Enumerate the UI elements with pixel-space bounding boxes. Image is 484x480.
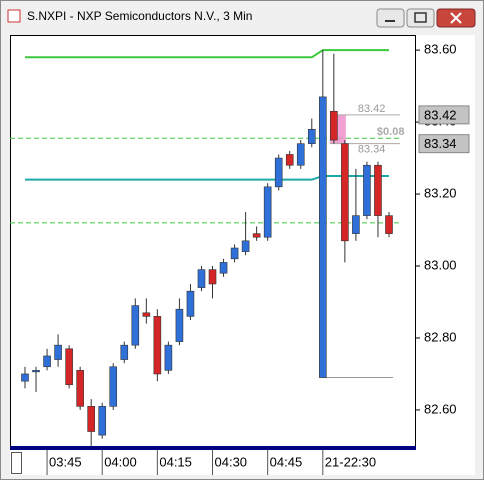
candle-body: [87, 406, 95, 432]
candle-body: [341, 143, 349, 242]
x-tick-label: 04:15: [159, 454, 192, 469]
candle-body: [76, 370, 84, 407]
app-icon: [7, 9, 21, 23]
candle-body: [186, 290, 195, 317]
price-flag-label: 83.34: [424, 136, 457, 151]
candle-body: [307, 128, 316, 144]
price-flag: [418, 134, 470, 154]
candle-body: [363, 164, 371, 216]
candle-body: [241, 240, 250, 252]
candle-body: [65, 348, 73, 386]
x-tick-label: 04:30: [215, 454, 248, 469]
candle-body: [219, 262, 228, 274]
candle-body: [120, 344, 129, 360]
x-tick-label: 03:45: [49, 454, 82, 469]
time-axis-bar: [10, 446, 416, 450]
minimize-button[interactable]: [376, 8, 405, 28]
window-buttons[interactable]: [376, 8, 476, 28]
candle-body: [109, 366, 118, 407]
y-tick-label: 83.60: [424, 42, 457, 57]
candle-body: [285, 154, 294, 166]
measure-label: 83.42: [358, 103, 386, 115]
price-flag: [418, 105, 470, 125]
candle-body: [197, 269, 206, 288]
candle-body: [32, 370, 40, 373]
y-tick-label: 82.60: [424, 401, 457, 416]
candle-body: [142, 312, 151, 317]
candle-body: [330, 110, 338, 141]
x-tick-label: 21-22:30: [325, 454, 376, 469]
candle-body: [352, 215, 360, 234]
candle-body: [385, 215, 393, 234]
maximize-button[interactable]: [406, 8, 435, 28]
candle-body: [43, 355, 51, 368]
y-tick-label: 83.00: [424, 257, 457, 272]
plot-area: [10, 35, 416, 448]
candle-body: [175, 308, 184, 342]
candle-body: [274, 157, 283, 188]
overlay-line: [25, 49, 389, 59]
candle-body: [98, 406, 107, 436]
x-tick-label: 04:00: [104, 454, 137, 469]
scroll-box[interactable]: [11, 452, 22, 474]
candle-body: [153, 316, 162, 375]
candle-body: [319, 96, 327, 378]
measure-difference: $0.08: [377, 126, 405, 138]
candle-body: [296, 143, 305, 166]
candle-body: [208, 269, 217, 285]
candle-body: [230, 247, 239, 260]
candle-body: [21, 373, 29, 382]
maximize-icon: [414, 12, 427, 23]
candle-body: [374, 164, 382, 216]
measure-label: 83.34: [358, 144, 386, 156]
candle-body: [54, 344, 62, 360]
candle-body: [164, 344, 173, 371]
close-icon: [450, 12, 462, 24]
x-tick-label: 04:45: [270, 454, 303, 469]
overlay-line: [25, 175, 389, 181]
candle-body: [263, 186, 272, 238]
price-flag-label: 83.42: [424, 107, 457, 122]
y-tick-label: 83.20: [424, 185, 457, 200]
candle-body: [252, 233, 261, 238]
window-title: S.NXPI - NXP Semiconductors N.V., 3 Min: [27, 9, 252, 23]
candle-body: [131, 305, 140, 346]
y-tick-label: 82.80: [424, 329, 457, 344]
